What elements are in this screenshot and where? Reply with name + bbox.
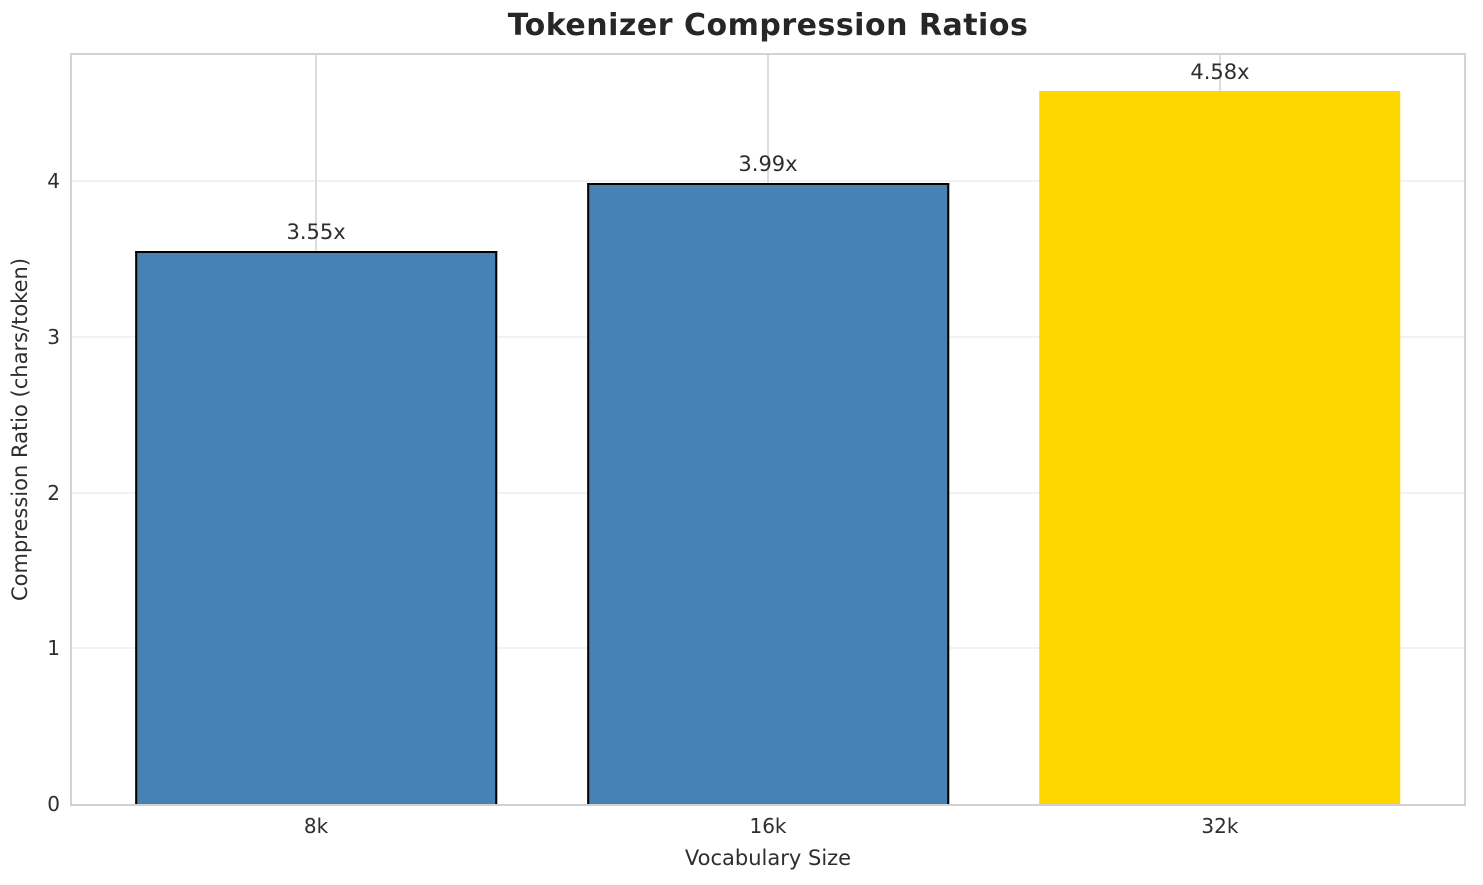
y-tick-label: 3 <box>47 324 60 349</box>
x-axis-label: Vocabulary Size <box>684 846 852 870</box>
bar-16k <box>587 182 949 804</box>
x-tick-label-32k: 32k <box>1201 814 1239 838</box>
chart-title: Tokenizer Compression Ratios <box>507 8 1029 43</box>
plot-area: 3.55x 3.99x 4.58x 0 1 2 3 4 8k 16k 32k <box>47 53 1466 838</box>
y-tick-label: 2 <box>47 480 60 505</box>
bar-value-label-16k: 3.99x <box>738 151 798 176</box>
y-axis-label: Compression Ratio (chars/token) <box>8 258 32 602</box>
y-tick-label: 1 <box>47 636 60 661</box>
bar-8k <box>135 251 497 804</box>
x-tick-label-8k: 8k <box>303 814 329 838</box>
bar-value-label-32k: 4.58x <box>1190 59 1250 84</box>
x-tick-label-16k: 16k <box>749 814 787 838</box>
y-tick-label: 4 <box>47 169 60 194</box>
bar-value-label-8k: 3.55x <box>286 220 346 245</box>
bar-32k <box>1039 90 1401 804</box>
y-tick-label: 0 <box>47 792 60 816</box>
